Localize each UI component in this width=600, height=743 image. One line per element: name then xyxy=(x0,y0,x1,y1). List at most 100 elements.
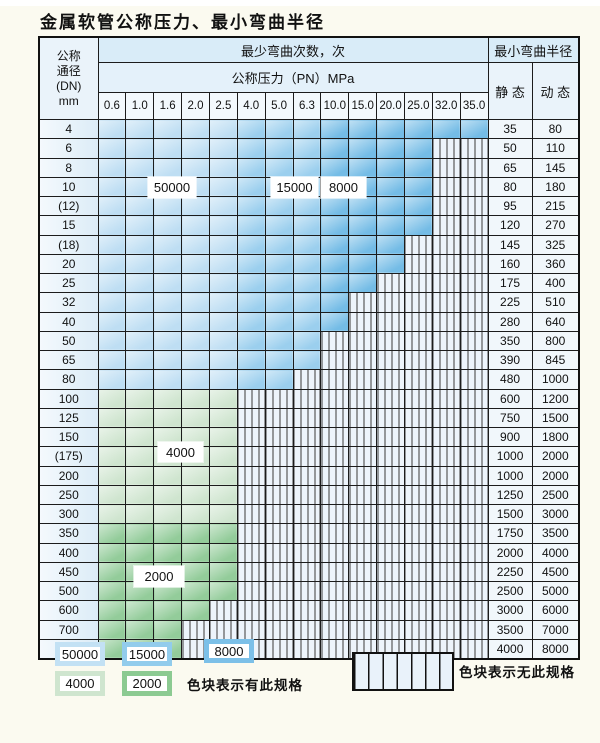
no-spec-cell xyxy=(376,388,405,409)
static-radius-value: 80 xyxy=(487,176,533,198)
spec-cell-4000 xyxy=(208,503,238,525)
dynamic-radius-value: 180 xyxy=(531,176,580,198)
no-spec-cell xyxy=(431,484,461,506)
spec-cell-4000 xyxy=(208,407,238,429)
no-spec-cell xyxy=(320,388,350,409)
spec-cell-50000 xyxy=(208,330,238,352)
spec-cell-50000 xyxy=(208,176,238,198)
spec-cell-4000 xyxy=(153,407,183,429)
no-spec-cell xyxy=(264,484,294,506)
no-spec-cell xyxy=(431,369,461,390)
no-spec-cell xyxy=(431,407,461,429)
no-spec-cell xyxy=(376,292,405,313)
spec-cell-8000 xyxy=(320,253,350,275)
spec-cell-50000 xyxy=(97,349,127,371)
no-spec-cell xyxy=(348,503,378,525)
table-row: 25 175 400 xyxy=(38,272,580,294)
no-spec-cell xyxy=(320,523,350,544)
header-bend-cycles: 最少弯曲次数，次 xyxy=(97,36,489,63)
spec-cell-50000 xyxy=(181,330,210,352)
dynamic-radius-value: 8000 xyxy=(531,638,580,660)
no-spec-cell xyxy=(403,330,433,352)
no-spec-cell xyxy=(431,292,461,313)
spec-cell-8000 xyxy=(348,253,378,275)
page-top-strip xyxy=(0,0,600,6)
spec-cell-50000 xyxy=(181,369,210,390)
no-spec-cell xyxy=(403,426,433,448)
table-row: 100 600 1200 xyxy=(38,388,580,409)
spec-cell-50000 xyxy=(153,292,183,313)
spec-cell-50000 xyxy=(125,234,155,255)
spec-cell-8000 xyxy=(376,253,405,275)
dn-label: 150 xyxy=(38,426,99,448)
spec-cell-8000 xyxy=(376,215,405,236)
no-spec-cell xyxy=(459,234,489,255)
no-spec-cell xyxy=(292,561,322,583)
no-spec-cell xyxy=(459,330,489,352)
spec-cell-50000 xyxy=(97,330,127,352)
spec-cell-4000 xyxy=(181,465,210,486)
spec-cell-15000 xyxy=(292,118,322,140)
no-spec-cell xyxy=(403,311,433,332)
table-row: 125 750 1500 xyxy=(38,407,580,429)
spec-cell-8000 xyxy=(320,272,350,294)
no-spec-cell xyxy=(320,330,350,352)
pressure-col-header: 20.0 xyxy=(376,92,405,120)
no-spec-cell xyxy=(431,388,461,409)
dn-label: 20 xyxy=(38,253,99,275)
spec-cell-50000 xyxy=(97,215,127,236)
spec-cell-50000 xyxy=(125,157,155,178)
spec-cell-2000 xyxy=(97,523,127,544)
no-spec-cell xyxy=(376,330,405,352)
no-spec-cell xyxy=(431,426,461,448)
spec-cell-50000 xyxy=(125,253,155,275)
table-row: 150 900 1800 xyxy=(38,426,580,448)
spec-cell-50000 xyxy=(97,234,127,255)
no-spec-cell xyxy=(403,446,433,467)
spec-cell-4000 xyxy=(153,484,183,506)
dn-label: 400 xyxy=(38,542,99,563)
dn-label: 40 xyxy=(38,311,99,332)
no-spec-cell xyxy=(348,407,378,429)
dynamic-radius-value: 2000 xyxy=(531,465,580,486)
spec-cell-8000 xyxy=(320,234,350,255)
spec-cell-4000 xyxy=(208,426,238,448)
spec-cell-2000 xyxy=(125,619,155,640)
dn-label: 10 xyxy=(38,176,99,198)
spec-cell-50000 xyxy=(181,253,210,275)
spec-cell-50000 xyxy=(153,253,183,275)
spec-cell-8000 xyxy=(348,118,378,140)
no-spec-cell xyxy=(292,542,322,563)
spec-cell-15000 xyxy=(264,369,294,390)
no-spec-cell xyxy=(320,407,350,429)
spec-cell-4000 xyxy=(125,426,155,448)
spec-cell-50000 xyxy=(97,253,127,275)
no-spec-cell xyxy=(264,580,294,602)
no-spec-cell xyxy=(348,426,378,448)
legend-swatch-label: 15000 xyxy=(127,646,167,662)
no-spec-cell xyxy=(236,446,266,467)
spec-cell-4000 xyxy=(125,465,155,486)
spec-cell-50000 xyxy=(97,138,127,159)
spec-cell-2000 xyxy=(153,600,183,621)
dn-label: 250 xyxy=(38,484,99,506)
spec-cell-50000 xyxy=(181,234,210,255)
no-spec-cell xyxy=(431,215,461,236)
spec-cell-4000 xyxy=(208,465,238,486)
spec-cell-4000 xyxy=(208,446,238,467)
spec-cell-50000 xyxy=(181,215,210,236)
legend-no-spec-swatch xyxy=(352,652,454,691)
no-spec-cell xyxy=(459,388,489,409)
corner-header-dn: 公称 通径 (DN) mm xyxy=(38,36,99,120)
no-spec-cell xyxy=(181,638,210,660)
no-spec-cell xyxy=(320,369,350,390)
dn-label: 6 xyxy=(38,138,99,159)
static-radius-value: 480 xyxy=(487,369,533,390)
spec-cell-50000 xyxy=(97,292,127,313)
dn-label: 500 xyxy=(38,580,99,602)
spec-cell-8000 xyxy=(403,157,433,178)
spec-cell-15000 xyxy=(292,272,322,294)
dn-label: (18) xyxy=(38,234,99,255)
spec-cell-8000 xyxy=(403,195,433,217)
spec-cell-2000 xyxy=(125,523,155,544)
